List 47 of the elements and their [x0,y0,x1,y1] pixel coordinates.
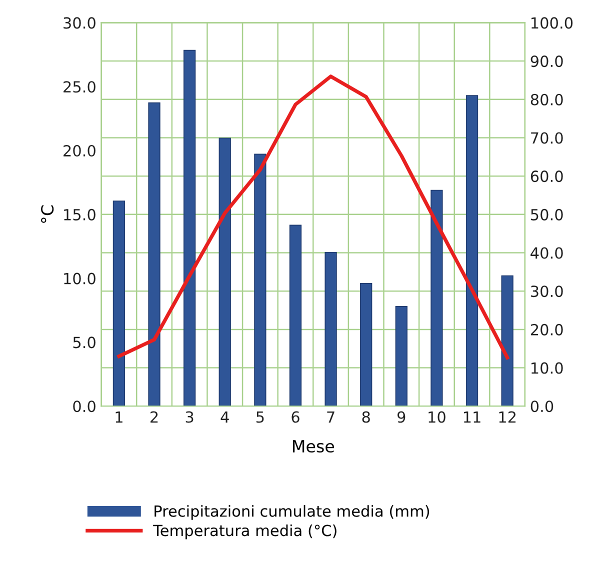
bar [430,190,443,406]
x-tick-label: 8 [362,411,370,423]
y2-tick-label: 70.0 [531,132,563,144]
bar [324,252,337,406]
bar [184,50,196,406]
bar [360,283,372,406]
x-tick-label: 10 [428,411,446,423]
bar [148,102,160,406]
bar [466,95,478,406]
x-axis-title: Mese [292,440,334,453]
y2-tick-label: 90.0 [530,56,563,68]
y-axis-title: °C [41,205,54,223]
y2-tick-label: 0.0 [530,400,554,412]
bar [395,306,408,406]
x-tick-label: 4 [220,411,229,423]
y-tick-label: 15.0 [64,208,96,220]
bar [289,224,302,406]
y-tick-label: 25.0 [64,81,96,93]
legend-label: Precipitazioni cumulate media (mm) [154,505,430,520]
x-tick-label: 1 [116,411,122,423]
y2-tick-label: 40.0 [530,247,563,259]
bar [501,275,514,406]
bar [218,138,231,406]
x-tick-label: 9 [398,411,406,423]
y2-tick-label: 60.0 [530,170,563,182]
line-series [117,74,510,360]
y2-tick-label: 10.0 [532,362,563,374]
y-tick-label: 10.0 [64,272,96,284]
x-tick-label: 3 [186,411,194,423]
legend-label: Temperatura media (°C) [153,524,336,540]
x-tick-label: 12 [499,411,516,423]
y2-tick-label: 80.0 [530,94,563,106]
y2-tick-label: 20.0 [530,324,563,336]
x-tick-label: 5 [256,411,264,423]
y-tick-label: 0.0 [73,400,96,412]
x-tick-label: 7 [327,411,334,423]
x-tick-label: 6 [292,411,300,423]
y2-tick-label: 30.0 [530,286,563,298]
y2-tick-label: 100.0 [532,17,573,29]
y2-tick-label: 50.0 [531,208,563,220]
y-tick-label: 5.0 [73,336,96,348]
bar [254,154,266,406]
x-tick-label: 11 [464,411,480,423]
y-tick-label: 20.0 [64,144,96,157]
y-tick-label: 30.0 [64,17,96,29]
x-tick-label: 2 [150,411,158,423]
bar [112,200,126,406]
